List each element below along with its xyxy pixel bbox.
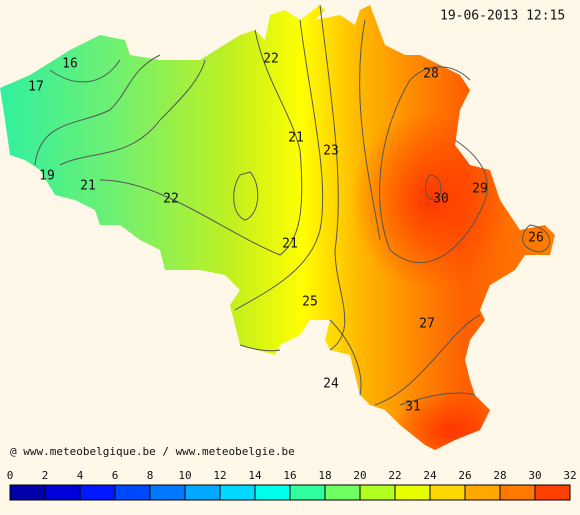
colorbar-tick-label: 6 [112,469,119,482]
isotherm-label: 25 [302,295,318,310]
timestamp: 19-06-2013 12:15 [440,9,565,24]
isotherm-label: 28 [423,67,439,82]
isotherm-label: 22 [263,52,279,67]
colorbar-cell [115,485,150,500]
isotherm-label: 23 [323,144,339,159]
colorbar-tick-label: 2 [42,469,49,482]
isotherm-label: 24 [323,377,339,392]
colorbar-tick-label: 8 [147,469,154,482]
colorbar-cell [395,485,430,500]
colorbar-cell [255,485,290,500]
colorbar-cell [290,485,325,500]
isotherm-label: 31 [405,400,421,415]
colorbar-cell [80,485,115,500]
isotherm-label: 22 [163,192,179,207]
colorbar-cell [535,485,570,500]
colorbar-cell [10,485,45,500]
isotherm-label: 29 [472,182,488,197]
colorbar-tick-label: 30 [528,469,541,482]
colorbar-cell [360,485,395,500]
colorbar-tick-label: 22 [388,469,401,482]
colorbar-cell [325,485,360,500]
colorbar-tick-label: 24 [423,469,437,482]
colorbar-tick-label: 16 [283,469,296,482]
colorbar-cell [185,485,220,500]
colorbar-cell [465,485,500,500]
isotherm-label: 16 [62,57,78,72]
colorbar-tick-label: 28 [493,469,506,482]
isotherm-label: 19 [39,169,55,184]
colorbar-tick-label: 12 [213,469,226,482]
colorbar-cell [430,485,465,500]
isotherm-labels: 16 17 19 21 22 22 21 23 21 28 29 30 26 25 27 24 31 [28,52,544,415]
colorbar-tick-label: 26 [458,469,471,482]
colorbar-tick-label: 32 [563,469,576,482]
colorbar-tick-label: 10 [178,469,191,482]
temperature-field [0,5,555,450]
colorbar-tick-label: 14 [248,469,262,482]
colorbar-cell [150,485,185,500]
isotherm-label: 21 [80,179,96,194]
isotherm-label: 21 [288,131,304,146]
colorbar-cell [220,485,255,500]
colorbar-tick-label: 18 [318,469,331,482]
colorbar-tick-label: 4 [77,469,84,482]
colorbar-tick-label: 0 [7,469,14,482]
colorbar: 0 2 4 6 8 10 12 14 16 18 20 22 24 26 28 30 32 [7,469,577,501]
isotherms [34,4,551,406]
colorbar-tick-label: 20 [353,469,366,482]
colorbar-cell [500,485,535,500]
isotherm-label: 21 [282,237,298,252]
isotherm-label: 30 [433,192,449,207]
colorbar-cell [45,485,80,500]
isotherm-label: 27 [419,317,435,332]
isotherm-label: 26 [528,231,544,246]
credit: @ www.meteobelgique.be / www.meteobelgie… [10,445,295,458]
isotherm-label: 17 [28,80,44,95]
